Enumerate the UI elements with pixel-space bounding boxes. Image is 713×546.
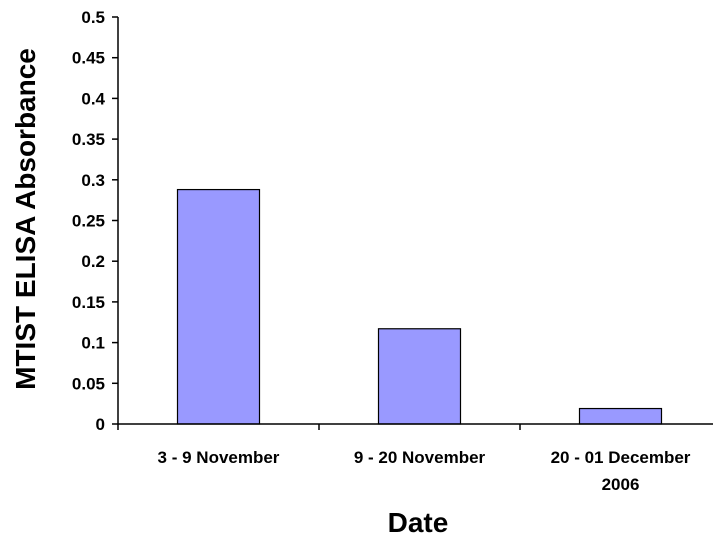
y-tick-label: 0.4 bbox=[81, 89, 105, 108]
y-tick-label: 0.3 bbox=[81, 171, 105, 190]
y-axis-title: MTIST ELISA Absorbance bbox=[10, 48, 41, 390]
bar bbox=[377, 328, 462, 425]
bars-group bbox=[176, 188, 663, 425]
y-tick-label: 0.25 bbox=[72, 212, 105, 231]
x-tick-label: 20 - 01 December 2006 bbox=[551, 448, 691, 494]
x-tick-label: 9 - 20 November bbox=[354, 448, 486, 467]
y-tick-label: 0.35 bbox=[72, 130, 105, 149]
y-tick-label: 0.1 bbox=[81, 334, 105, 353]
y-tick-label: 0.15 bbox=[72, 293, 105, 312]
y-tick-label: 0 bbox=[96, 415, 105, 434]
y-tick-label: 0.45 bbox=[72, 49, 105, 68]
y-tick-label: 0.05 bbox=[72, 374, 105, 393]
x-axis-title: Date bbox=[388, 507, 449, 538]
y-tick-label: 0.2 bbox=[81, 252, 105, 271]
bar bbox=[176, 188, 261, 425]
x-tick-label: 3 - 9 November bbox=[158, 448, 280, 467]
y-tick-label: 0.5 bbox=[81, 8, 105, 27]
y-axis-ticks: 0 0.05 0.1 0.15 0.2 0.25 0.3 0.35 0.4 0.45 0.5 bbox=[72, 8, 118, 434]
x-axis-ticks: 3 - 9 November 9 - 20 November 20 - 01 Dec… bbox=[117, 424, 691, 494]
bar bbox=[578, 407, 663, 425]
